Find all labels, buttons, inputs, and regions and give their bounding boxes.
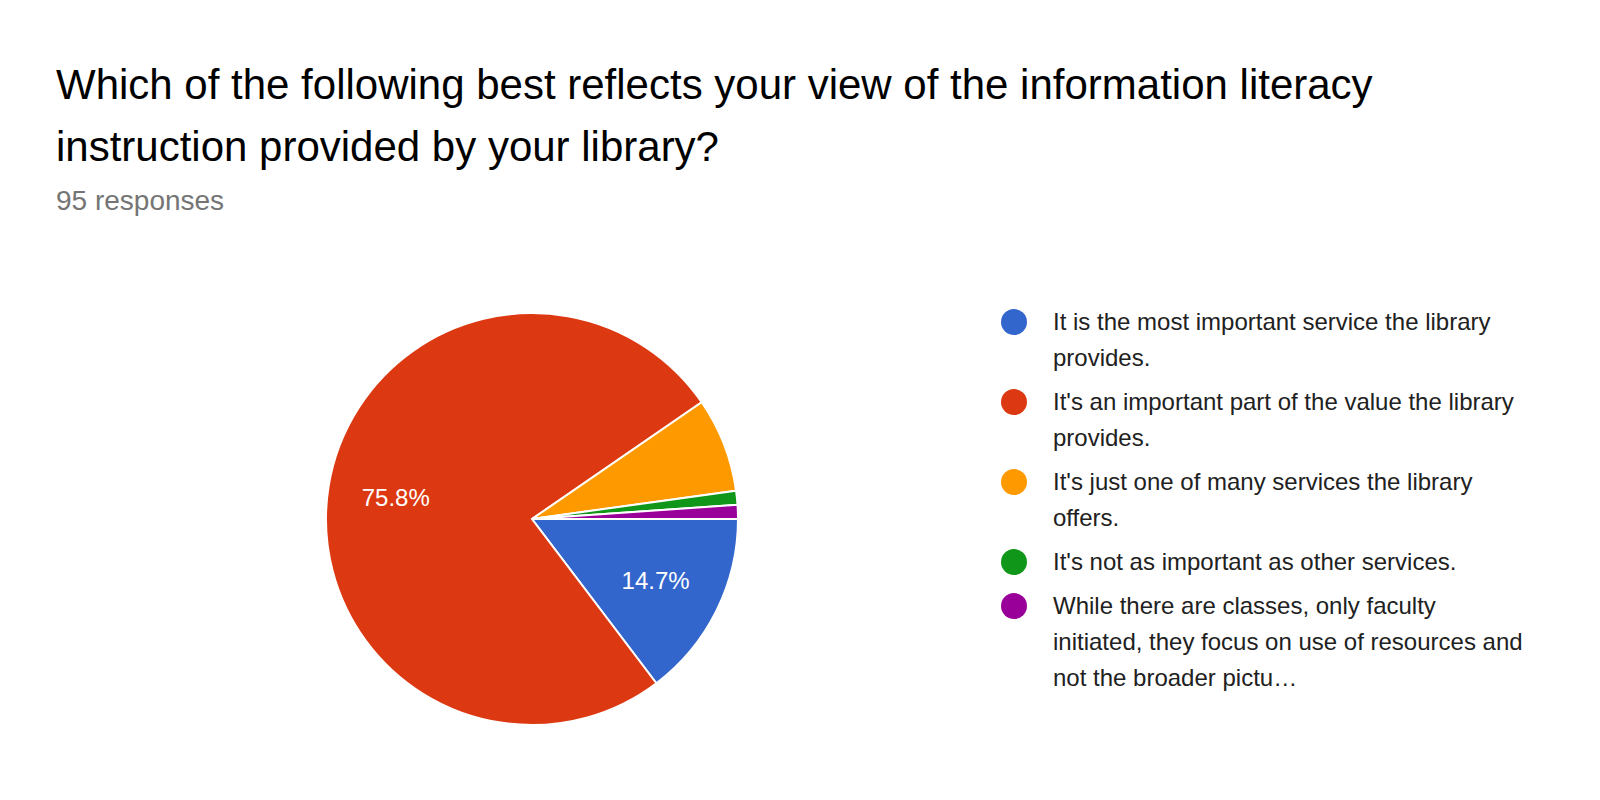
html-text:Which of the following best re: Which of the following best reflects you… xyxy=(56,61,1373,170)
html-text:It's not as important as other: It's not as important as other services. xyxy=(1053,548,1457,575)
svg-text:75.8%: 75.8% xyxy=(362,484,430,511)
svg-text:14.7%: 14.7% xyxy=(622,567,690,594)
html-text:95 responses: 95 responses xyxy=(56,185,225,216)
html-text:While there are classes, only: While there are classes, only faculty in… xyxy=(1053,592,1523,691)
html-text:It's an important part of the: It's an important part of the value the … xyxy=(1053,388,1514,451)
html-text:It is the most important servi: It is the most important service the lib… xyxy=(1053,308,1491,371)
html-text:It's just one of many services: It's just one of many services the libra… xyxy=(1053,468,1473,531)
